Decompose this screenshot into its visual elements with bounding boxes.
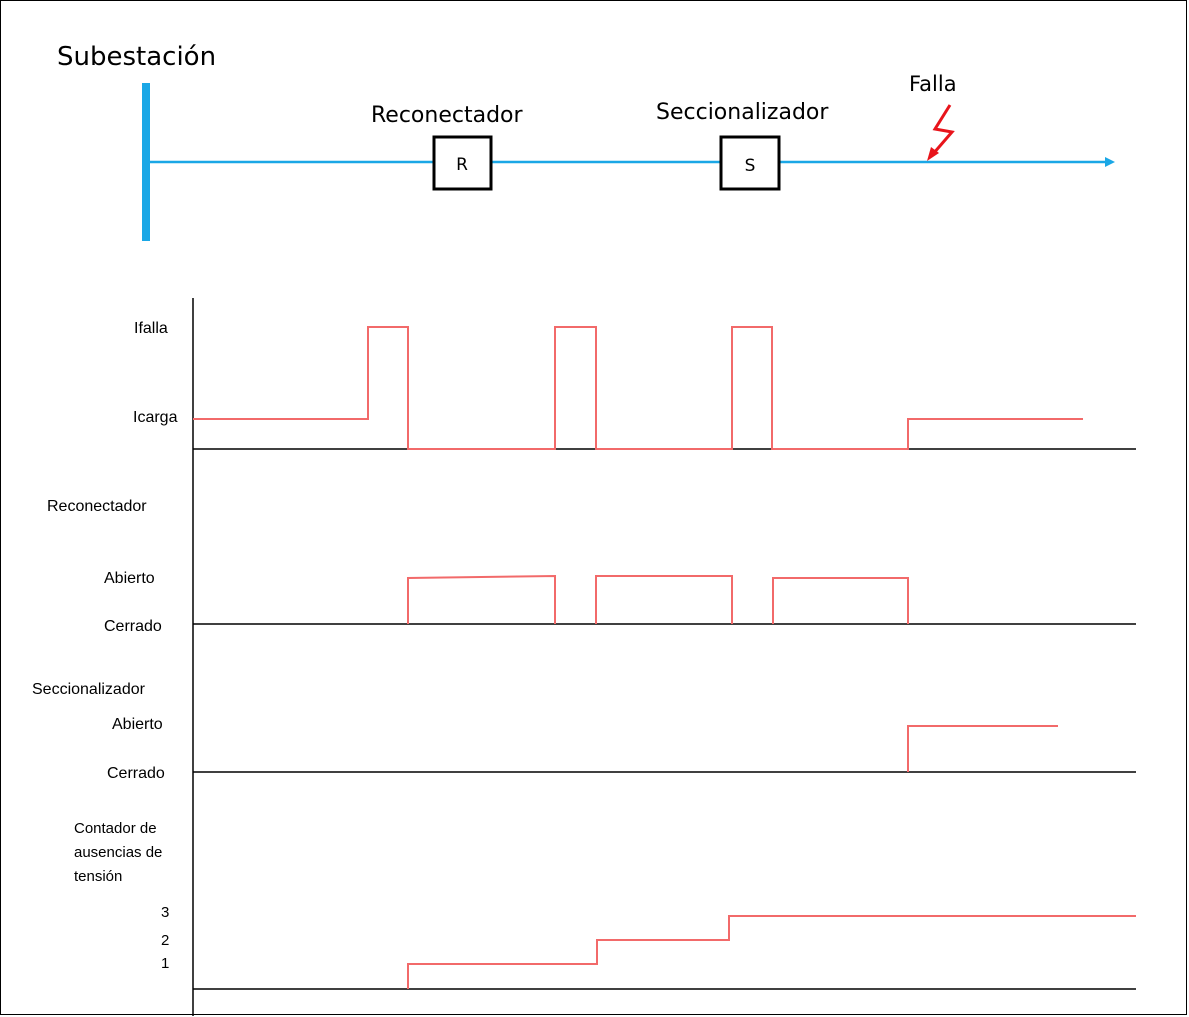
counter-title-line-2: ausencias de: [74, 844, 162, 861]
sectionalizer-box-label: S: [745, 156, 756, 176]
recloser-state-waveform: [407, 574, 556, 624]
recloser-label: Reconectador: [371, 103, 523, 128]
counter-tick-3: 3: [161, 904, 169, 921]
recloser-state-waveform: [772, 577, 909, 624]
fault-label: Falla: [909, 72, 957, 96]
sectionalizer-box: [719, 135, 781, 191]
recloser-closed-label: Cerrado: [104, 618, 162, 635]
recloser-panel-title: Reconectador: [47, 498, 147, 515]
substation-bus: [142, 83, 150, 241]
current-waveform: [193, 326, 1083, 450]
sectionalizer-label: Seccionalizador: [656, 100, 829, 125]
sectionalizer-open-label: Abierto: [112, 716, 163, 733]
counter-title-line-3: tensión: [74, 868, 122, 885]
counter-tick-1: 1: [161, 955, 169, 972]
recloser-state-waveform: [595, 575, 733, 624]
recloser-box-label: R: [456, 155, 468, 175]
sectionalizer-state-waveform: [907, 725, 1058, 772]
sectionalizer-panel-title: Seccionalizador: [32, 681, 146, 698]
counter-tick-2: 2: [161, 932, 169, 949]
arrow-right-icon: [1105, 157, 1115, 167]
counter-staircase: [407, 915, 1136, 989]
recloser-open-label: Abierto: [104, 570, 155, 587]
recloser-box: [432, 135, 493, 191]
current-high-label: Ifalla: [134, 320, 168, 337]
counter-title-line-1: Contador de: [74, 820, 157, 837]
sectionalizer-closed-label: Cerrado: [107, 765, 165, 782]
lightning-bolt-icon: [927, 104, 955, 161]
substation-label: Subestación: [57, 42, 216, 72]
current-low-label: Icarga: [133, 409, 178, 426]
